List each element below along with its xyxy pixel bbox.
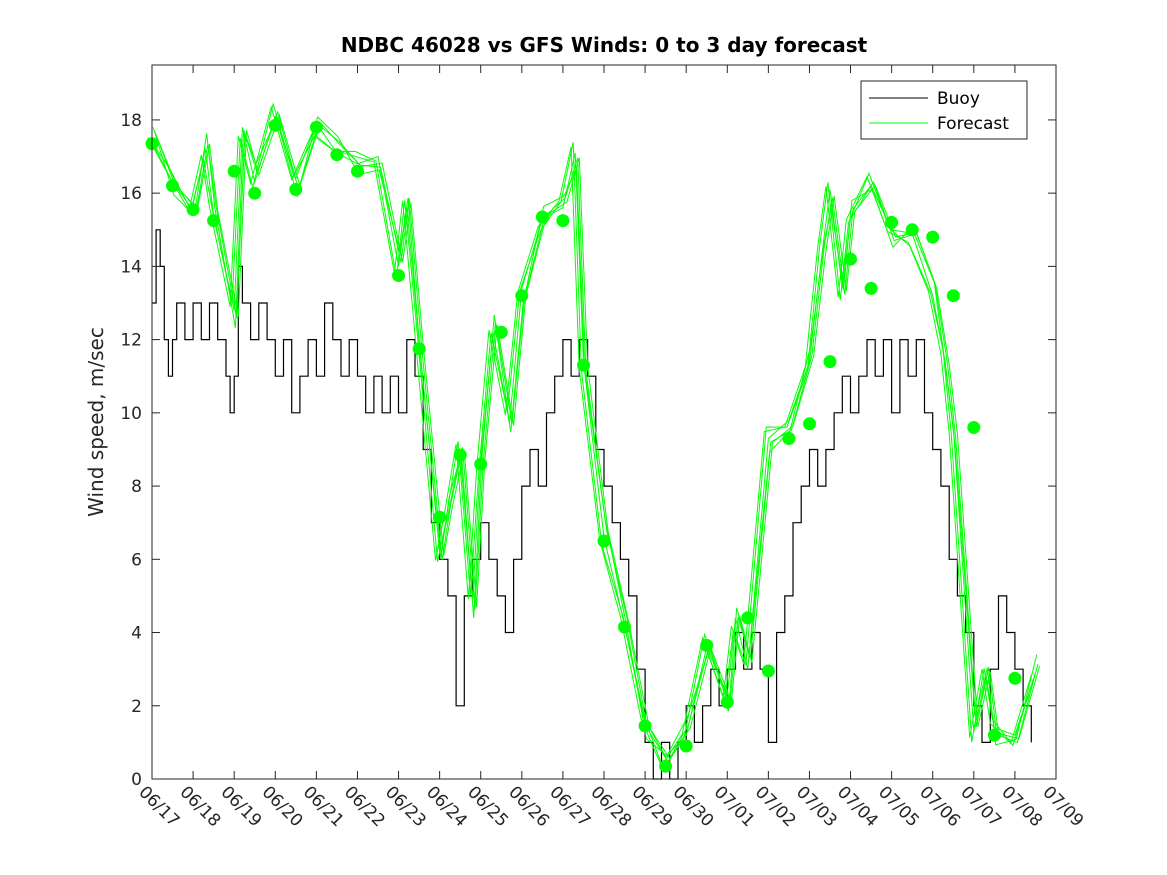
y-tick-label: 10 bbox=[120, 404, 142, 424]
forecast-marker bbox=[864, 281, 878, 295]
forecast-marker bbox=[166, 179, 179, 193]
forecast-marker bbox=[577, 358, 590, 372]
legend: Buoy Forecast bbox=[860, 80, 1028, 140]
forecast-series bbox=[147, 101, 1041, 771]
forecast-marker bbox=[618, 620, 631, 634]
legend-buoy-label: Buoy bbox=[937, 89, 980, 109]
forecast-marker bbox=[248, 186, 262, 200]
forecast-marker bbox=[987, 728, 1001, 742]
x-tick-label: 06/27 bbox=[545, 782, 594, 831]
forecast-marker bbox=[268, 118, 282, 132]
forecast-marker bbox=[515, 289, 529, 303]
x-tick-label: 06/26 bbox=[504, 782, 553, 831]
forecast-marker bbox=[905, 223, 919, 237]
forecast-marker bbox=[433, 510, 447, 524]
forecast-marker bbox=[535, 210, 549, 224]
forecast-marker bbox=[803, 417, 816, 431]
plot-area bbox=[152, 65, 1056, 779]
forecast-marker bbox=[351, 164, 364, 178]
forecast-marker bbox=[1008, 671, 1022, 685]
x-tick-label: 07/07 bbox=[956, 782, 1005, 831]
x-tick-label: 06/23 bbox=[381, 782, 430, 831]
forecast-marker bbox=[494, 325, 508, 339]
x-tick-label: 06/28 bbox=[586, 782, 635, 831]
buoy-line bbox=[152, 229, 1032, 780]
forecast-marker bbox=[946, 289, 960, 303]
x-tick-label: 06/21 bbox=[299, 782, 348, 831]
forecast-marker bbox=[412, 342, 426, 356]
x-tick-label: 06/29 bbox=[628, 782, 677, 831]
x-tick-label: 07/03 bbox=[792, 782, 841, 831]
y-axis-label: Wind speed, m/sec bbox=[84, 327, 108, 517]
y-tick-label: 2 bbox=[131, 697, 142, 717]
x-tick-label: 06/24 bbox=[422, 782, 471, 831]
forecast-marker bbox=[556, 214, 570, 228]
x-tick-label: 06/25 bbox=[463, 782, 512, 831]
legend-forecast-label: Forecast bbox=[937, 114, 1009, 134]
legend-box bbox=[860, 80, 1028, 140]
forecast-marker bbox=[597, 534, 611, 548]
y-tick-label: 0 bbox=[131, 770, 142, 790]
forecast-marker bbox=[227, 164, 241, 178]
forecast-marker bbox=[761, 664, 775, 678]
forecast-marker bbox=[474, 457, 488, 471]
y-tick-label: 18 bbox=[120, 111, 142, 131]
forecast-marker bbox=[741, 611, 755, 625]
forecast-marker bbox=[392, 269, 405, 282]
forecast-marker bbox=[186, 203, 200, 217]
forecast-line bbox=[152, 116, 1038, 757]
x-tick-label: 06/20 bbox=[258, 782, 307, 831]
x-tick-label: 07/09 bbox=[1038, 782, 1087, 831]
x-tick-label: 07/04 bbox=[833, 782, 882, 831]
y-tick-label: 4 bbox=[131, 624, 142, 644]
forecast-marker bbox=[782, 432, 796, 445]
forecast-marker bbox=[967, 421, 981, 434]
forecast-marker bbox=[844, 252, 857, 266]
x-tick-label: 07/06 bbox=[915, 782, 964, 831]
x-tick-label: 07/08 bbox=[997, 782, 1046, 831]
y-axis: 0 2 4 6 8 10 12 14 16 18 bbox=[120, 111, 1056, 790]
forecast-marker bbox=[289, 183, 303, 196]
x-tick-label: 07/05 bbox=[874, 782, 923, 831]
forecast-marker bbox=[659, 759, 673, 773]
x-tick-label: 06/19 bbox=[217, 782, 266, 831]
forecast-marker bbox=[700, 638, 714, 652]
y-tick-label: 6 bbox=[131, 550, 142, 570]
forecast-marker bbox=[720, 695, 734, 709]
forecast-marker bbox=[453, 448, 467, 462]
forecast-marker bbox=[309, 120, 323, 134]
forecast-marker bbox=[885, 215, 899, 229]
forecast-marker bbox=[679, 739, 693, 753]
x-tick-label: 07/02 bbox=[751, 782, 800, 831]
x-tick-label: 06/30 bbox=[669, 782, 718, 831]
x-tick-label: 07/01 bbox=[710, 782, 759, 831]
x-tick-label: 06/22 bbox=[340, 782, 389, 831]
y-tick-label: 12 bbox=[120, 331, 142, 351]
y-tick-label: 8 bbox=[131, 477, 142, 497]
forecast-marker bbox=[638, 719, 652, 733]
x-tick-label: 06/18 bbox=[176, 782, 225, 831]
forecast-marker bbox=[823, 355, 837, 369]
forecast-marker bbox=[926, 230, 940, 244]
chart-title: NDBC 46028 vs GFS Winds: 0 to 3 day fore… bbox=[341, 33, 868, 57]
forecast-marker bbox=[330, 148, 344, 162]
forecast-markers bbox=[145, 118, 1022, 773]
buoy-series bbox=[152, 229, 1032, 780]
forecast-marker bbox=[207, 214, 221, 228]
y-tick-label: 14 bbox=[120, 257, 142, 277]
y-tick-label: 16 bbox=[120, 184, 142, 204]
